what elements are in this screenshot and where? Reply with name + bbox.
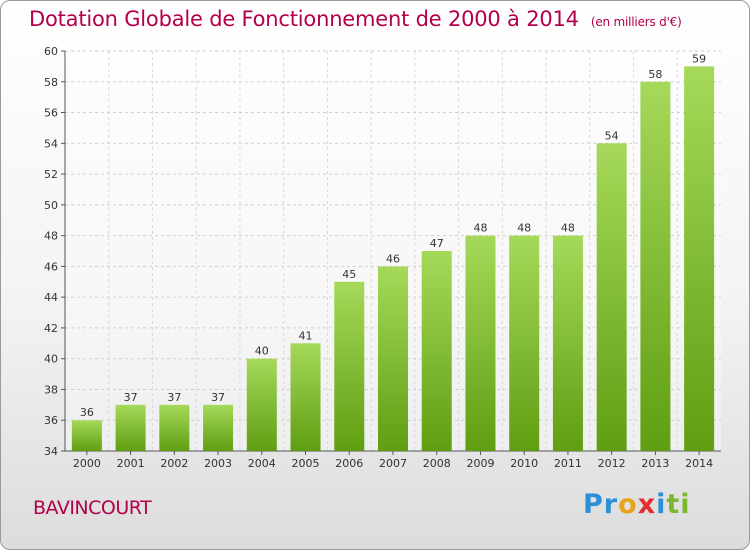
bar: [203, 404, 234, 451]
proxiti-logo: Proxiti: [583, 489, 691, 520]
data-label: 36: [80, 406, 94, 419]
x-tick-label: 2010: [510, 457, 538, 470]
x-tick-label: 2007: [379, 457, 407, 470]
y-tick-label: 46: [44, 260, 58, 273]
y-tick-label: 42: [44, 322, 58, 335]
bar: [552, 235, 583, 451]
x-tick-label: 2014: [685, 457, 713, 470]
y-tick-label: 36: [44, 414, 58, 427]
bar: [465, 235, 496, 451]
y-tick-label: 56: [44, 107, 58, 120]
chart-title-text: Dotation Globale de Fonctionnement de 20…: [29, 7, 579, 31]
logo-letter: r: [603, 489, 619, 520]
logo-letter: P: [583, 489, 604, 520]
bar: [115, 404, 146, 451]
logo-letter: t: [666, 489, 681, 520]
y-tick-label: 58: [44, 76, 58, 89]
y-tick-label: 52: [44, 168, 58, 181]
bar: [378, 266, 408, 451]
chart-title: Dotation Globale de Fonctionnement de 20…: [29, 7, 682, 31]
logo-letter: o: [618, 489, 638, 520]
data-label: 37: [167, 391, 181, 404]
y-tick-label: 40: [44, 353, 58, 366]
bar: [334, 281, 365, 451]
y-tick-label: 54: [44, 137, 58, 150]
data-label: 58: [648, 68, 662, 81]
y-tick-label: 48: [44, 230, 58, 243]
x-tick-label: 2002: [160, 457, 188, 470]
x-tick-label: 2006: [335, 457, 363, 470]
x-tick-label: 2003: [204, 457, 232, 470]
x-tick-label: 2004: [248, 457, 276, 470]
data-label: 46: [386, 252, 400, 265]
logo-letter: i: [656, 489, 667, 520]
data-label: 37: [124, 391, 138, 404]
bar: [246, 358, 277, 451]
logo-letter: x: [637, 489, 657, 520]
data-label: 40: [255, 345, 269, 358]
x-tick-label: 2008: [423, 457, 451, 470]
bar: [684, 66, 715, 451]
data-label: 45: [342, 268, 356, 281]
location-name: BAVINCOURT: [33, 497, 152, 519]
bar: [421, 251, 452, 451]
y-tick-label: 34: [44, 445, 58, 458]
x-tick-label: 2012: [598, 457, 626, 470]
data-label: 48: [473, 222, 487, 235]
bar: [596, 143, 627, 452]
bar-layer: [71, 66, 715, 452]
x-tick-label: 2000: [73, 457, 101, 470]
x-tick-label: 2005: [292, 457, 320, 470]
x-tick-label: 2001: [117, 457, 145, 470]
data-label: 54: [605, 129, 619, 142]
data-label: 59: [692, 52, 706, 65]
bar: [159, 404, 190, 451]
x-tick-label: 2011: [554, 457, 582, 470]
bar: [290, 343, 321, 451]
y-tick-label: 44: [44, 291, 58, 304]
y-tick-label: 38: [44, 383, 58, 396]
bar: [509, 235, 540, 451]
data-label: 48: [561, 222, 575, 235]
bar: [640, 81, 671, 452]
bar: [71, 420, 102, 451]
x-tick-label: 2013: [641, 457, 669, 470]
logo-letter: i: [680, 489, 691, 520]
data-label: 48: [517, 222, 531, 235]
data-label: 37: [211, 391, 225, 404]
x-tick-label: 2009: [466, 457, 494, 470]
y-tick-label: 50: [44, 199, 58, 212]
y-tick-label: 60: [44, 45, 58, 58]
chart-unit: (en milliers d'€): [590, 15, 682, 29]
data-label: 41: [299, 329, 313, 342]
data-label: 47: [430, 237, 444, 250]
label-layer: 36 37 37 37 40 41 45 46 47 48 48 48 54 58 59: [80, 52, 706, 419]
